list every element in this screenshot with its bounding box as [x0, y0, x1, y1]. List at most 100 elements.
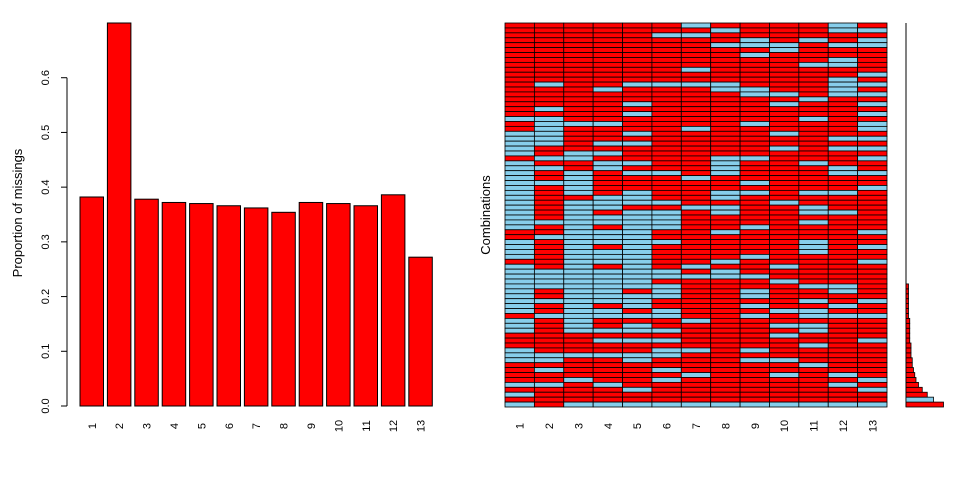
combination-cell: [680, 347, 712, 354]
combination-cell: [680, 283, 712, 290]
combination-cell: [857, 386, 888, 393]
combination-cell: [592, 111, 623, 117]
combination-cell: [827, 61, 859, 68]
combination-cell: [651, 273, 682, 280]
combination-cell: [592, 391, 623, 398]
combination-cell: [798, 96, 829, 103]
combination-cell: [563, 194, 594, 201]
combination-cell: [680, 332, 712, 339]
combination-cell: [504, 135, 535, 142]
combination-cell: [563, 155, 594, 162]
combination-frequency-bar: [905, 327, 911, 334]
combination-cell: [680, 396, 712, 403]
combination-cell: [622, 111, 653, 117]
combination-cell: [857, 116, 888, 122]
combination-cell: [622, 42, 653, 49]
combination-cell: [680, 268, 712, 275]
combination-cell: [827, 239, 859, 245]
combination-cell: [651, 253, 682, 260]
bar-x-tick-label: 7: [251, 423, 263, 429]
combination-cell: [592, 130, 623, 137]
combination-cell: [827, 27, 859, 34]
combination-cell: [592, 155, 623, 162]
combination-cell: [504, 165, 535, 172]
combination-cell: [827, 175, 859, 181]
combination-cell: [798, 175, 829, 181]
combination-cell: [680, 263, 712, 270]
combination-cell: [622, 283, 653, 290]
combination-cell: [504, 42, 535, 49]
combination-cell: [563, 91, 594, 98]
combination-cell: [769, 155, 800, 162]
combination-cell: [622, 362, 653, 369]
combination-cell: [769, 185, 800, 191]
combination-cell: [592, 263, 623, 270]
combination-cell: [563, 391, 594, 398]
combination-cell: [798, 209, 829, 216]
combination-frequency-bar: [905, 347, 912, 354]
combination-cell: [563, 386, 594, 393]
combination-cell: [680, 116, 712, 122]
combination-cell: [533, 244, 565, 250]
combination-cell: [739, 313, 770, 319]
missing-combinations-heatmap: 1 2 3 4 5 6 7 8 9 10 11 12 13 Combinations: [478, 22, 944, 432]
combination-cell: [680, 239, 712, 245]
combination-cell: [504, 303, 535, 309]
combination-cell: [592, 209, 623, 216]
combination-cell: [739, 239, 770, 245]
combination-cell: [680, 194, 712, 201]
combination-cell: [680, 121, 712, 127]
combination-cell: [769, 322, 800, 329]
combination-cell: [504, 367, 535, 373]
combination-cell: [651, 165, 682, 172]
combination-cell: [739, 253, 770, 260]
combination-cell: [680, 189, 712, 196]
bar-x-tick-label: 2: [114, 423, 126, 429]
combination-cell: [827, 401, 859, 408]
combination-cell: [769, 81, 800, 88]
combination-cell: [651, 37, 682, 44]
combination-cell: [504, 37, 535, 44]
combination-cell: [739, 86, 770, 93]
combination-cell: [827, 229, 859, 236]
combination-cell: [563, 130, 594, 137]
combination-cell: [827, 66, 859, 73]
combination-cell: [651, 332, 682, 339]
combination-cell: [827, 199, 859, 206]
combination-cell: [504, 27, 535, 34]
combination-cell: [651, 396, 682, 403]
combination-cell: [769, 199, 800, 206]
combination-cell: [857, 396, 888, 403]
combination-cell: [504, 332, 535, 339]
combination-cell: [563, 22, 594, 29]
bar-3: [134, 198, 159, 407]
combination-cell: [798, 214, 829, 221]
combination-cell: [563, 61, 594, 68]
combination-cell: [857, 96, 888, 103]
combination-cell: [680, 52, 712, 58]
combination-cell: [798, 386, 829, 393]
combination-cell: [622, 288, 653, 295]
combination-cell: [651, 401, 682, 408]
combination-cell: [563, 308, 594, 314]
bar-13: [408, 256, 433, 407]
combination-frequency-bar: [905, 381, 919, 388]
combination-cell: [857, 317, 888, 324]
combination-cell: [827, 204, 859, 211]
bar-y-axis: 0.0 0.1 0.2 0.3 0.4 0.5 0.6: [40, 70, 68, 414]
combination-cell: [622, 86, 653, 93]
combination-cell: [857, 57, 888, 63]
combination-cell: [857, 367, 888, 373]
combination-cell: [592, 362, 623, 369]
combination-cell: [827, 381, 859, 388]
combination-cell: [827, 258, 859, 265]
combination-cell: [504, 224, 535, 231]
combination-cell: [533, 185, 565, 191]
combination-cell: [563, 283, 594, 290]
combination-cell: [563, 357, 594, 364]
combination-cell: [739, 308, 770, 314]
combination-cell: [651, 106, 682, 113]
combination-cell: [710, 352, 741, 359]
combination-cell: [592, 352, 623, 359]
